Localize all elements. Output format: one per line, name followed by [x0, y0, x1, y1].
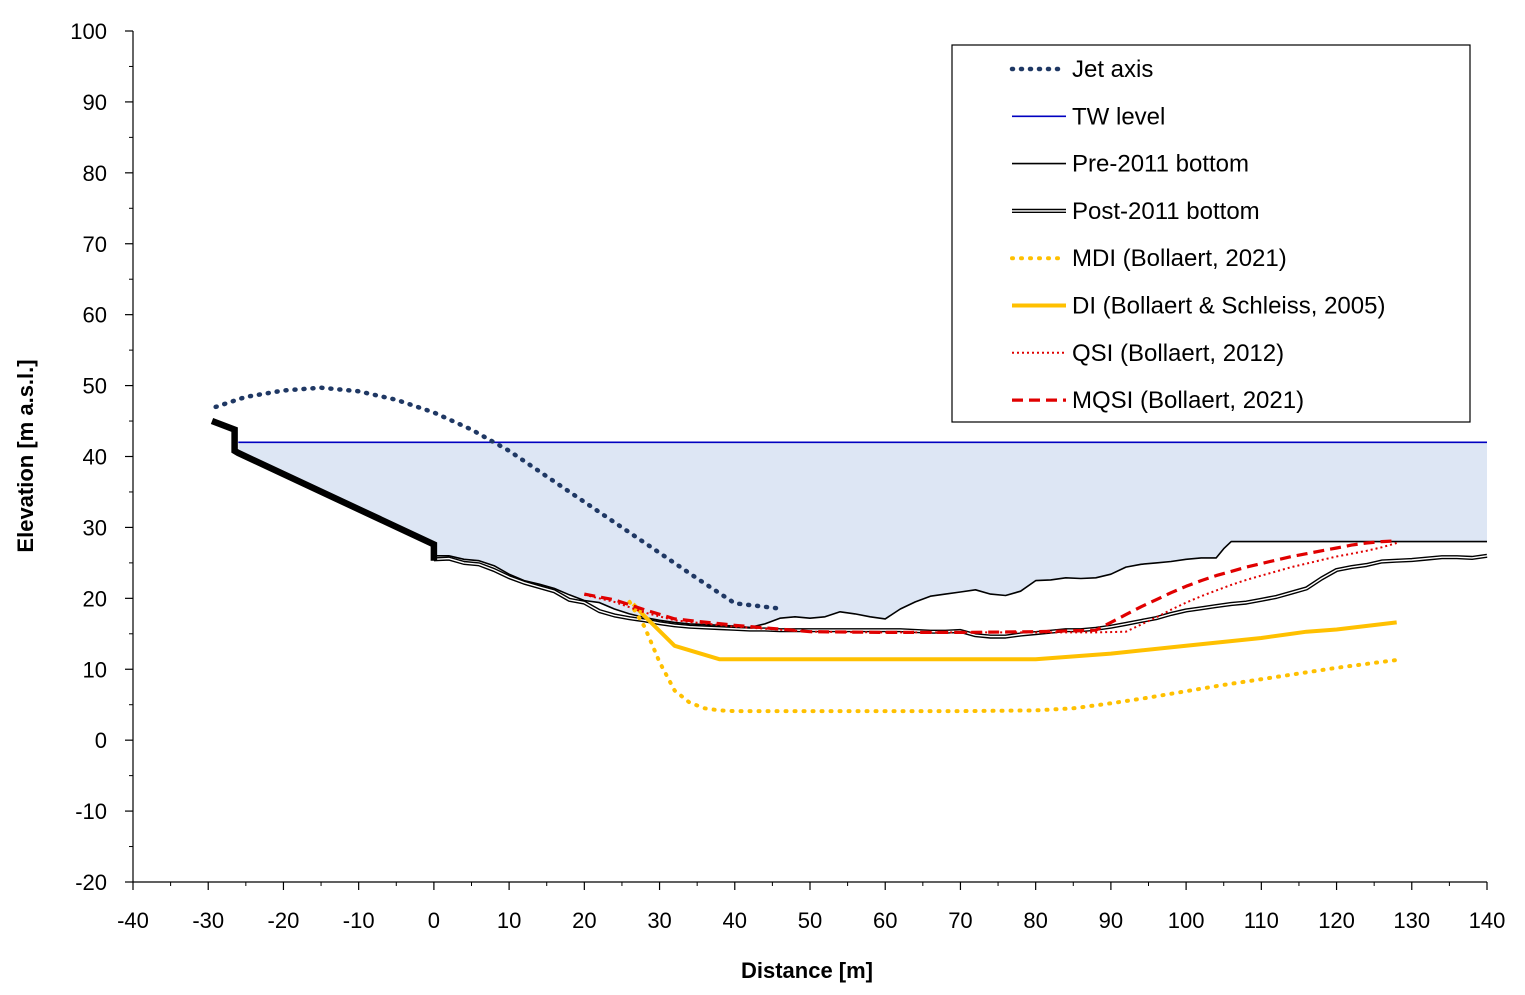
- x-tick-label: 70: [948, 908, 972, 933]
- x-tick-label: -30: [192, 908, 224, 933]
- y-tick-label: 90: [83, 90, 107, 115]
- y-tick-label: 0: [95, 728, 107, 753]
- legend-label: Post-2011 bottom: [1072, 198, 1260, 225]
- legend-label: Pre-2011 bottom: [1072, 151, 1249, 178]
- x-tick-label: 100: [1168, 908, 1205, 933]
- x-tick-label: 60: [873, 908, 897, 933]
- x-tick-label: -20: [268, 908, 300, 933]
- x-tick-label: 90: [1099, 908, 1123, 933]
- legend-label: QSI (Bollaert, 2012): [1072, 340, 1284, 367]
- x-tick-label: 50: [798, 908, 822, 933]
- y-tick-label: 100: [70, 19, 107, 44]
- y-tick-label: 50: [83, 374, 107, 399]
- y-axis-title: Elevation [m a.s.l.]: [13, 359, 38, 552]
- legend-label: MQSI (Bollaert, 2021): [1072, 387, 1304, 414]
- series-di-bollaert-schleiss-2005: [631, 602, 1397, 662]
- water-fill-layer: [238, 429, 1487, 628]
- series-mqsi-bollaert-2021: [584, 539, 1397, 635]
- y-tick-label: 30: [83, 515, 107, 540]
- x-tick-label: 0: [428, 908, 440, 933]
- legend-box: [951, 44, 1471, 423]
- y-tick-label: -20: [75, 870, 107, 895]
- legend-label: TW level: [1072, 103, 1165, 130]
- x-tick-label: 30: [647, 908, 671, 933]
- x-tick-label: 40: [723, 908, 747, 933]
- y-tick-label: 60: [83, 303, 107, 328]
- legend-label: Jet axis: [1072, 56, 1153, 83]
- y-tick-label: 70: [83, 232, 107, 257]
- x-tick-label: 120: [1318, 908, 1355, 933]
- legend-label: DI (Bollaert & Schleiss, 2005): [1072, 293, 1385, 320]
- legend-label: MDI (Bollaert, 2021): [1072, 245, 1287, 272]
- y-tick-label: 40: [83, 445, 107, 470]
- y-tick-label: 10: [83, 657, 107, 682]
- x-tick-label: 20: [572, 908, 596, 933]
- water-fill: [238, 429, 1487, 628]
- legend: Jet axis TW level Pre-2011 bottom Post-2011…: [951, 44, 1471, 423]
- series-layer: [210, 385, 1488, 714]
- x-tick-label: 10: [497, 908, 521, 933]
- series-jet-axis: [213, 385, 786, 612]
- x-tick-label: -40: [117, 908, 149, 933]
- x-tick-label: -10: [343, 908, 375, 933]
- x-tick-label: 110: [1244, 908, 1279, 933]
- y-tick-label: -10: [75, 799, 107, 824]
- series-pre-2011-bottom: [433, 540, 1487, 629]
- x-tick-label: 140: [1469, 908, 1506, 933]
- series-structure: [210, 417, 438, 561]
- y-tick-label: 20: [83, 586, 107, 611]
- x-axis-title: Distance [m]: [741, 958, 873, 983]
- series-mdi-bollaert-2021: [627, 599, 1399, 714]
- x-tick-label: 130: [1393, 908, 1430, 933]
- x-tick-label: 80: [1023, 908, 1047, 933]
- y-tick-label: 80: [83, 161, 107, 186]
